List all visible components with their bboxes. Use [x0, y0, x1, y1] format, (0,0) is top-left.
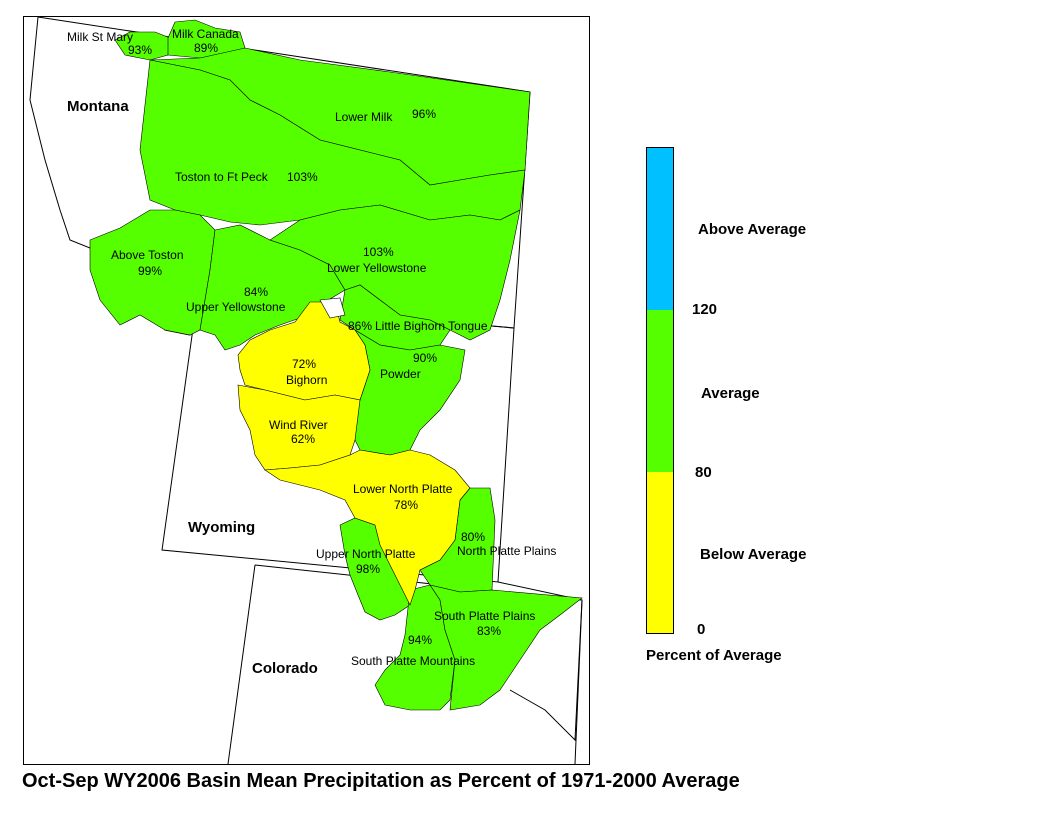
basin-label-name: Toston to Ft Peck: [175, 170, 269, 184]
basin-label-name: North Platte Plains: [457, 544, 556, 558]
basin-label-pct: 103%: [287, 170, 318, 184]
basin-label-name: Above Toston: [111, 248, 184, 262]
state-label-colorado: Colorado: [252, 660, 318, 677]
legend-title: Percent of Average: [646, 647, 782, 664]
state-label-montana: Montana: [67, 98, 129, 115]
basin-label-pct: 96%: [412, 107, 436, 121]
basin-label-pct: 86%: [348, 319, 372, 333]
legend-tick-120: 120: [692, 301, 718, 318]
basin-label-name: Bighorn: [286, 373, 327, 387]
average-basins: [89, 19, 583, 711]
state-label-wyoming: Wyoming: [188, 519, 255, 536]
basin-label-pct: 78%: [394, 498, 418, 512]
basin-label-name: Milk St Mary: [67, 30, 133, 44]
basin-label-pct: 80%: [461, 530, 485, 544]
basin-label-pct: 94%: [408, 633, 432, 647]
legend-label-below: Below Average: [700, 546, 807, 563]
basin-label-name: Upper Yellowstone: [186, 300, 286, 314]
basin-label-name: Lower North Platte: [353, 482, 453, 496]
basin-label-pct: 103%: [363, 245, 394, 259]
basin-label-pct: 89%: [194, 41, 218, 55]
map-caption: Oct-Sep WY2006 Basin Mean Precipitation …: [22, 770, 740, 792]
basin-label-name: Powder: [380, 367, 421, 381]
basin-label-name: South Platte Plains: [434, 609, 535, 623]
legend-label-average: Average: [701, 385, 760, 402]
basin-labels: Milk St Mary 93% Milk Canada 89% Lower M…: [67, 27, 556, 668]
basin-label-pct: 83%: [477, 624, 501, 638]
basin-label-name: South Platte Mountains: [351, 654, 475, 668]
basin-label-pct: 99%: [138, 264, 162, 278]
basin-label-name: Milk Canada: [172, 27, 239, 41]
basin-label-pct: 93%: [128, 43, 152, 57]
basin-label-pct: 62%: [291, 432, 315, 446]
legend-tick-0: 0: [697, 621, 706, 638]
basin-label-name: Lower Yellowstone: [327, 261, 427, 275]
legend-color-bar: [646, 147, 674, 634]
basin-milk-canada: [167, 19, 246, 61]
basin-lower-north-platte: [264, 449, 471, 606]
legend-label-above: Above Average: [698, 221, 807, 238]
basin-label-pct: 90%: [413, 351, 437, 365]
legend-tick-80: 80: [695, 464, 712, 481]
legend-swatch-below: [647, 472, 673, 633]
gap-shape: [319, 297, 346, 319]
basin-lower-yellowstone: [269, 204, 521, 341]
legend-swatch-average: [647, 310, 673, 472]
basin-label-name: Lower Milk: [335, 110, 393, 124]
basin-label-name: Little Bighorn Tongue: [375, 319, 488, 333]
nebraska-boundary: [497, 581, 583, 742]
basin-south-platte-plains: [429, 584, 583, 711]
basin-label-name: Wind River: [269, 418, 328, 432]
legend-swatch-above: [647, 148, 673, 310]
basin-label-pct: 98%: [356, 562, 380, 576]
basin-label-name: Upper North Platte: [316, 547, 416, 561]
interior-gaps: [319, 297, 346, 319]
below-average-basins: [237, 301, 471, 606]
basin-label-pct: 72%: [292, 357, 316, 371]
basin-label-pct: 84%: [244, 285, 268, 299]
